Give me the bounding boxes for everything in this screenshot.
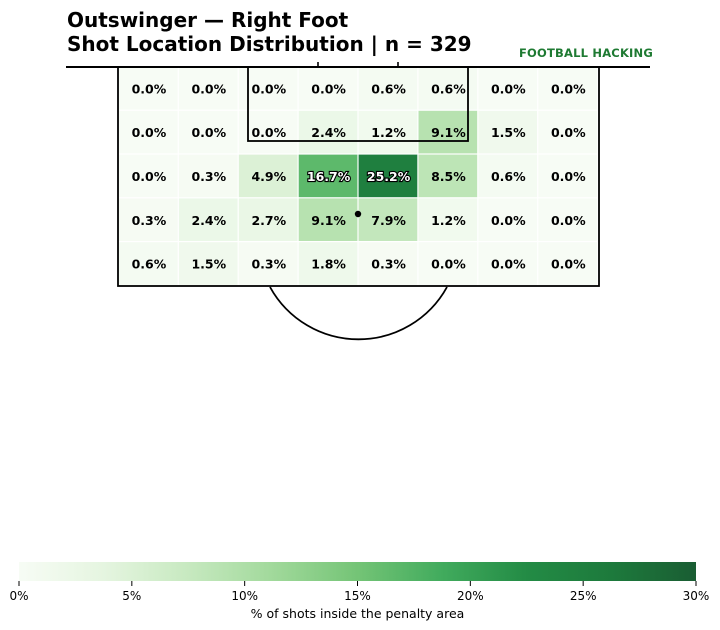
heatmap-cell-label: 0.3% (371, 257, 406, 272)
heatmap-cell (418, 198, 478, 241)
heatmap-cell (119, 242, 178, 285)
heatmap-cell-label: 9.1% (311, 213, 346, 228)
heatmap-cell-label: 0.0% (551, 125, 586, 140)
heatmap-cell (478, 242, 538, 285)
heatmap-cell-label: 1.5% (191, 257, 226, 272)
heatmap-cell (478, 198, 538, 241)
heatmap-cell-label: 1.2% (431, 213, 466, 228)
heatmap-cell (178, 67, 238, 110)
colorbar-label: % of shots inside the penalty area (251, 606, 465, 621)
heatmap-cell-label: 2.7% (251, 213, 286, 228)
heatmap-cell-label: 0.6% (371, 81, 406, 96)
heatmap-cell-label: 25.2% (367, 169, 411, 184)
heatmap-cell (119, 67, 178, 110)
six-yard-box-outline (247, 66, 469, 142)
heatmap-cell-label: 1.5% (491, 125, 526, 140)
heatmap-cell-label: 0.6% (132, 257, 167, 272)
heatmap-cell (178, 198, 238, 241)
heatmap-cell-labels: 0.0% 0.0% 0.0% 0.0% 0.6% 0.6% 0.0% 0.0% 0.0% 0.0%… (132, 81, 587, 271)
heatmap-cell-label: 0.0% (551, 257, 586, 272)
heatmap-cell-label: 0.0% (491, 81, 526, 96)
heatmap-cells (119, 67, 597, 285)
heatmap-cell (298, 154, 358, 198)
heatmap-cell-label: 0.0% (251, 125, 286, 140)
heatmap-cell-label: 0.3% (251, 257, 286, 272)
heatmap-cell-label: 0.0% (491, 213, 526, 228)
heatmap-cell-label: 0.0% (132, 169, 167, 184)
heatmap-cell-label: 0.0% (132, 125, 167, 140)
heatmap-cell-label: 0.0% (191, 125, 226, 140)
heatmap-cell-label: 4.9% (251, 169, 286, 184)
heatmap-cell (298, 110, 358, 154)
heatmap-cell-label: 9.1% (431, 125, 466, 140)
colorbar-tick-label: 10% (231, 589, 258, 603)
heatmap-cell-label: 0.0% (551, 169, 586, 184)
heatmap-cell (418, 154, 478, 198)
heatmap-cell (178, 154, 238, 198)
heatmap-cell-label: 0.0% (251, 81, 286, 96)
heatmap-cell (478, 67, 538, 110)
heatmap-cell (538, 242, 597, 285)
penalty-spot (354, 210, 362, 218)
heatmap-cell-label: 7.9% (371, 213, 406, 228)
heatmap-cell (238, 154, 298, 198)
heatmap-cell-label: 0.0% (191, 81, 226, 96)
heatmap-cell-label: 1.8% (311, 257, 346, 272)
heatmap-cell-label: 16.7% (307, 169, 351, 184)
heatmap-cell (119, 110, 178, 154)
heatmap-cell (538, 110, 597, 154)
colorbar-tick-label: 20% (457, 589, 484, 603)
heatmap-cell (538, 67, 597, 110)
heatmap-cell-label: 0.0% (431, 257, 466, 272)
heatmap-cell-label: 0.6% (491, 169, 526, 184)
colorbar-tick-label: 5% (122, 589, 141, 603)
heatmap-cell-label: 0.0% (132, 81, 167, 96)
heatmap-cell (358, 110, 418, 154)
heatmap-cell (358, 198, 418, 241)
heatmap-cell-label: 0.0% (311, 81, 346, 96)
heatmap-cell (178, 110, 238, 154)
heatmap-cell (119, 198, 178, 241)
heatmap-cell-label: 2.4% (191, 213, 226, 228)
heatmap-cell-label: 0.0% (551, 81, 586, 96)
heatmap-cell (298, 198, 358, 241)
colorbar-tick-label: 15% (344, 589, 371, 603)
heatmap-cell-label: 2.4% (311, 125, 346, 140)
heatmap-cell (238, 242, 298, 285)
heatmap-cell-label: 0.3% (132, 213, 167, 228)
heatmap-cell (358, 154, 418, 198)
chart-title-line2: Shot Location Distribution | n = 329 (67, 32, 472, 56)
heatmap-cell-label: 0.6% (431, 81, 466, 96)
heatmap-cell (119, 154, 178, 198)
penalty-arc (269, 286, 448, 341)
chart-title-line1: Outswinger — Right Foot (67, 8, 349, 32)
heatmap-cell-label: 0.3% (191, 169, 226, 184)
heatmap-cell-label: 0.0% (551, 213, 586, 228)
heatmap-cell (238, 198, 298, 241)
colorbar-tick-label: 25% (570, 589, 597, 603)
heatmap-cell (358, 67, 418, 110)
heatmap-cell (358, 242, 418, 285)
colorbar (19, 562, 696, 581)
heatmap-cell (478, 154, 538, 198)
heatmap-cell (298, 67, 358, 110)
heatmap-cell (478, 110, 538, 154)
colorbar-tick-label: 30% (683, 589, 710, 603)
heatmap-cell (538, 198, 597, 241)
heatmap-cell (538, 154, 597, 198)
colorbar-ticks: 0% 5% 10% 15% 20% 25% 30% (9, 581, 709, 603)
heatmap-cell (418, 242, 478, 285)
brand-label: FOOTBALL HACKING (519, 46, 653, 60)
heatmap-cell-label: 0.0% (491, 257, 526, 272)
colorbar-tick-label: 0% (9, 589, 28, 603)
heatmap-cell (178, 242, 238, 285)
heatmap-cell (298, 242, 358, 285)
heatmap-cell-label: 1.2% (371, 125, 406, 140)
heatmap-cell-label: 8.5% (431, 169, 466, 184)
